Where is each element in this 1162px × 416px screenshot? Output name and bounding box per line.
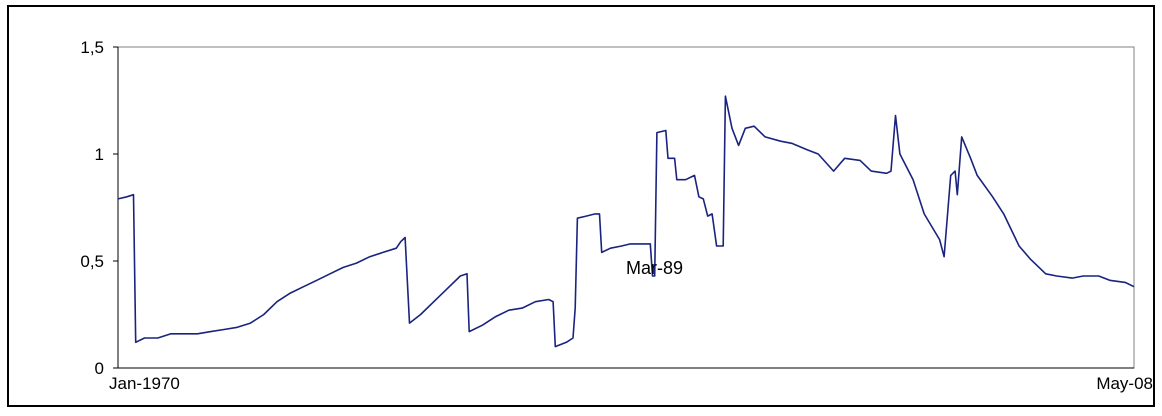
series-group <box>117 95 1135 348</box>
x-tick-label: May-08 <box>1096 374 1153 393</box>
y-tick-label: 1 <box>95 145 104 164</box>
chart-frame <box>7 5 1155 407</box>
x-tick-label: Jan-1970 <box>109 374 180 393</box>
y-tick-label: 0,5 <box>80 252 104 271</box>
y-tick-label: 0 <box>95 359 104 378</box>
plot-area <box>117 46 1135 369</box>
annotation-label: Mar-89 <box>626 258 683 278</box>
annotation-group: Mar-89 <box>626 258 683 278</box>
series-line <box>117 95 1135 348</box>
x-axis: Jan-1970 May-08 <box>109 367 1153 393</box>
y-axis: 0 0,5 1 1,5 <box>80 38 119 378</box>
y-tick-label: 1,5 <box>80 38 104 57</box>
